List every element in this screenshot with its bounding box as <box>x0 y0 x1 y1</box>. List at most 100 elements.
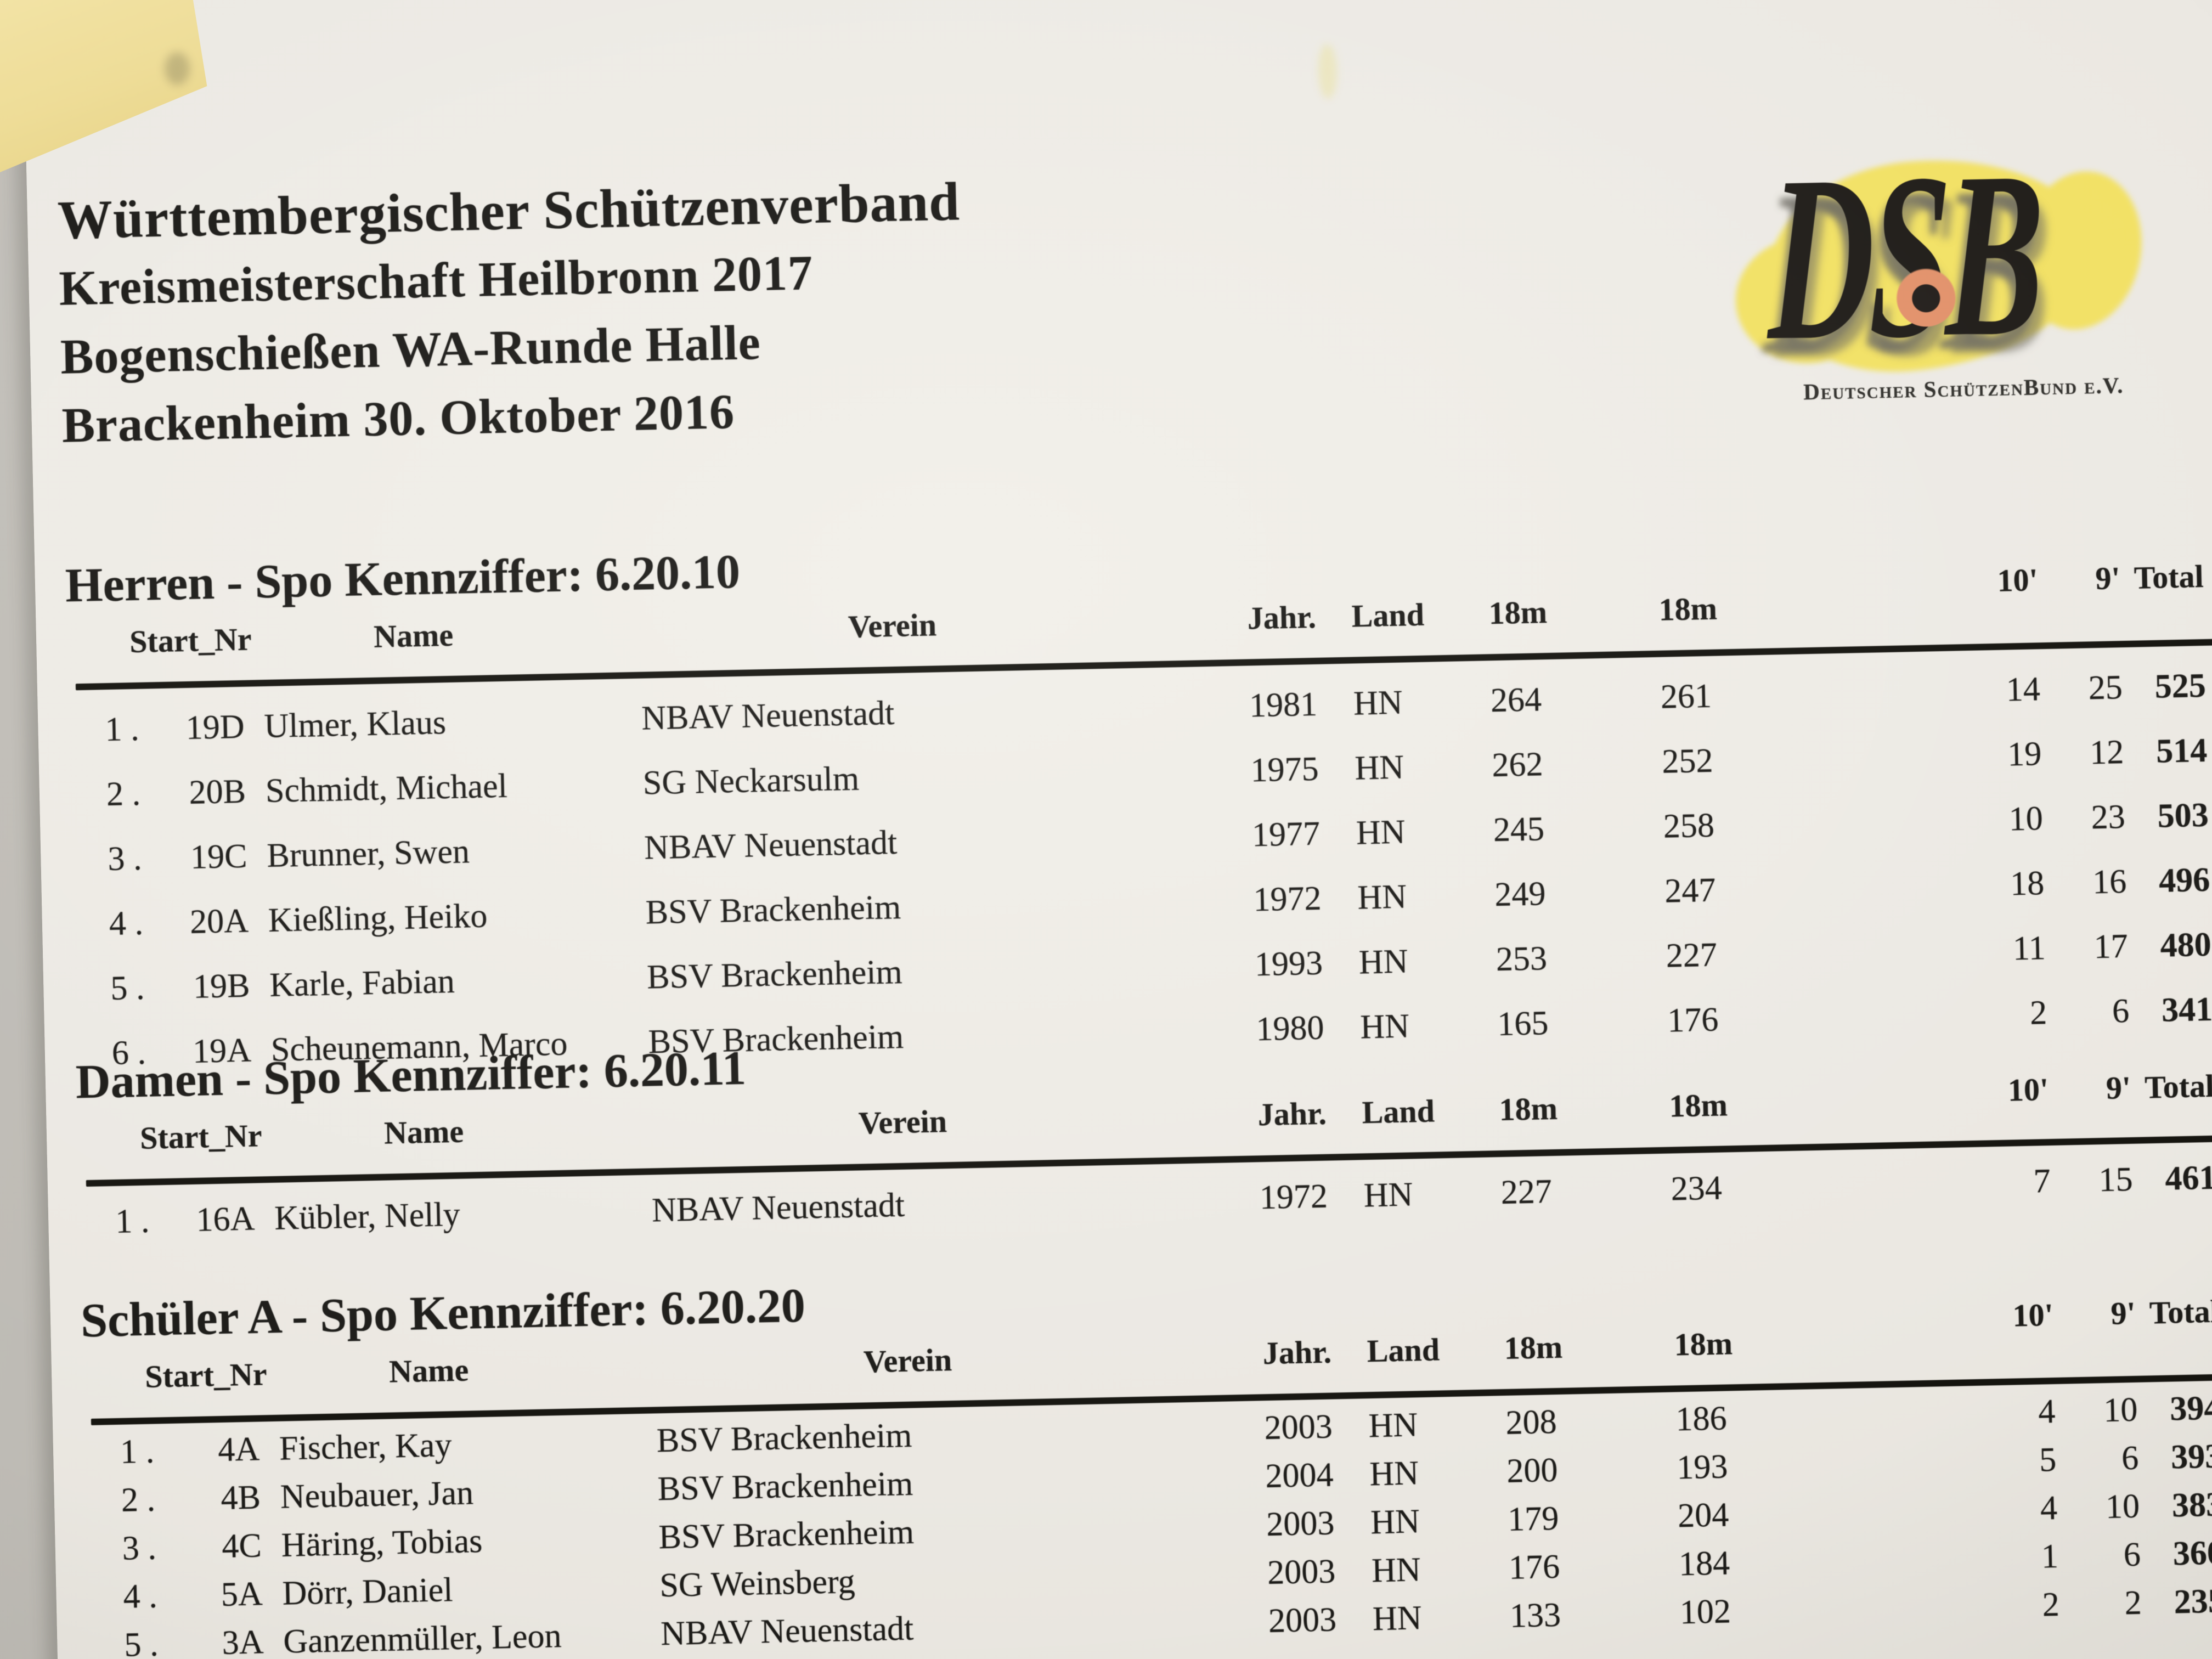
column-header-total: Total <box>2144 1068 2212 1105</box>
sticky-note-smudge <box>165 52 190 85</box>
column-header-18m-1: 18m <box>1504 1329 1563 1366</box>
cell-total: 393 <box>2170 1437 2212 1476</box>
cell-name: Schmidt, Michael <box>265 767 508 810</box>
cell-10s: 1 <box>2041 1537 2059 1576</box>
cell-land: HN <box>1371 1550 1421 1589</box>
cell-jahr: 1977 <box>1251 815 1321 854</box>
cell-verein: BSV Brackenheim <box>658 1513 915 1556</box>
cell-18m-2: 261 <box>1660 677 1712 716</box>
cell-9s: 16 <box>2092 862 2127 901</box>
cell-verein: NBAV Neuenstadt <box>651 1186 905 1229</box>
cell-18m-1: 245 <box>1493 810 1545 849</box>
column-header-10s: 10' <box>2012 1296 2054 1334</box>
results-section-schueler-a: Schüler A - Spo Kennziffer: 6.20.20 Star… <box>28 1248 2212 1659</box>
cell-verein: NBAV Neuenstadt <box>644 823 898 867</box>
cell-total: 496 <box>2158 861 2210 900</box>
column-header-18m-1: 18m <box>1488 594 1548 631</box>
column-header-land: Land <box>1367 1331 1440 1369</box>
column-header-18m-2: 18m <box>1668 1086 1728 1124</box>
cell-rank: 2 . <box>106 775 141 813</box>
column-header-9s: 9' <box>2106 1069 2131 1106</box>
cell-rank: 5 . <box>110 969 145 1007</box>
cell-start-nr: 4C <box>221 1526 262 1565</box>
cell-start-nr: 4A <box>217 1430 260 1469</box>
cell-total: 514 <box>2155 731 2208 770</box>
column-header-jahr: Jahr. <box>1257 1095 1327 1132</box>
cell-9s: 2 <box>2124 1584 2142 1622</box>
cell-10s: 5 <box>2039 1441 2057 1479</box>
cell-10s: 14 <box>2006 670 2041 709</box>
paper-sheet: Württembergischer Schützenverband Kreism… <box>22 0 2212 1659</box>
cell-18m-2: 204 <box>1677 1496 1729 1534</box>
column-header-18m-2: 18m <box>1658 590 1718 628</box>
cell-name: Dörr, Daniel <box>281 1571 454 1612</box>
cell-18m-1: 264 <box>1490 680 1542 719</box>
cell-9s: 6 <box>2123 1536 2141 1573</box>
cell-rank: 5 . <box>123 1625 159 1659</box>
cell-18m-1: 253 <box>1496 939 1548 978</box>
cell-9s: 12 <box>2089 733 2124 771</box>
cell-land: HN <box>1372 1599 1423 1638</box>
cell-land: HN <box>1357 878 1407 916</box>
cell-name: Häring, Tobias <box>281 1522 483 1564</box>
cell-total: 461 <box>2164 1159 2212 1198</box>
column-header-10s: 10' <box>1996 561 2039 599</box>
cell-name: Ulmer, Klaus <box>263 703 447 745</box>
cell-18m-1: 249 <box>1494 874 1547 913</box>
cell-jahr: 1993 <box>1254 944 1323 983</box>
cell-9s: 10 <box>2105 1487 2140 1526</box>
cell-18m-2: 184 <box>1678 1544 1730 1583</box>
cell-jahr: 2003 <box>1267 1553 1336 1592</box>
cell-18m-1: 176 <box>1508 1548 1560 1587</box>
cell-total: 525 <box>2154 667 2207 706</box>
cell-rank: 1 . <box>115 1202 150 1240</box>
cell-name: Karle, Fabian <box>269 962 455 1004</box>
dsb-logo-text: DSB <box>1767 123 2041 390</box>
column-header-start-nr: Start_Nr <box>129 621 252 659</box>
cell-name: Fischer, Kay <box>279 1426 453 1468</box>
cell-jahr: 2003 <box>1268 1600 1337 1640</box>
cell-verein: BSV Brackenheim <box>646 953 903 996</box>
column-header-land: Land <box>1361 1093 1435 1130</box>
cell-start-nr: 19D <box>185 708 245 747</box>
cell-verein: SG Neckarsulm <box>642 759 860 802</box>
cell-land: HN <box>1370 1502 1420 1541</box>
cell-18m-2: 186 <box>1675 1400 1728 1438</box>
cell-start-nr: 16A <box>195 1200 255 1239</box>
cell-total: 503 <box>2157 796 2209 835</box>
cell-9s: 17 <box>2093 927 2129 966</box>
cell-10s: 18 <box>2010 864 2045 902</box>
cell-total: 360 <box>2172 1534 2212 1573</box>
cell-verein: SG Weinsberg <box>659 1562 856 1604</box>
cell-10s: 4 <box>2038 1392 2056 1431</box>
column-header-9s: 9' <box>2110 1295 2136 1331</box>
cell-name: Brunner, Swen <box>266 832 470 874</box>
column-header-18m-1: 18m <box>1498 1090 1558 1127</box>
cell-start-nr: 19B <box>193 967 251 1006</box>
column-header-jahr: Jahr. <box>1247 599 1317 636</box>
cell-18m-1: 200 <box>1506 1451 1559 1490</box>
cell-start-nr: 5A <box>221 1575 263 1613</box>
cell-rank: 1 . <box>120 1432 155 1471</box>
cell-10s: 2 <box>2042 1585 2060 1624</box>
cell-rank: 2 . <box>121 1481 156 1519</box>
cell-land: HN <box>1353 684 1403 722</box>
cell-land: HN <box>1356 813 1406 851</box>
cell-18m-2: 193 <box>1676 1447 1729 1486</box>
cell-start-nr: 19C <box>190 837 248 876</box>
column-header-10s: 10' <box>2007 1071 2049 1108</box>
document-header: Württembergischer Schützenverband Kreism… <box>57 167 965 460</box>
cell-jahr: 1975 <box>1250 750 1319 789</box>
cell-land: HN <box>1354 748 1404 787</box>
paper-stain <box>1317 43 1338 99</box>
results-section-herren: Herren - Spo Kennziffer: 6.20.10 Start_N… <box>13 513 2212 1088</box>
cell-verein: NBAV Neuenstadt <box>641 694 895 737</box>
cell-10s: 4 <box>2040 1489 2058 1527</box>
cell-land: HN <box>1368 1406 1418 1444</box>
cell-10s: 11 <box>2012 929 2046 967</box>
cell-jahr: 2003 <box>1266 1504 1335 1543</box>
cell-jahr: 2004 <box>1265 1456 1334 1495</box>
cell-land: HN <box>1369 1454 1419 1493</box>
cell-rank: 3 . <box>122 1529 157 1567</box>
cell-verein: BSV Brackenheim <box>657 1465 913 1508</box>
